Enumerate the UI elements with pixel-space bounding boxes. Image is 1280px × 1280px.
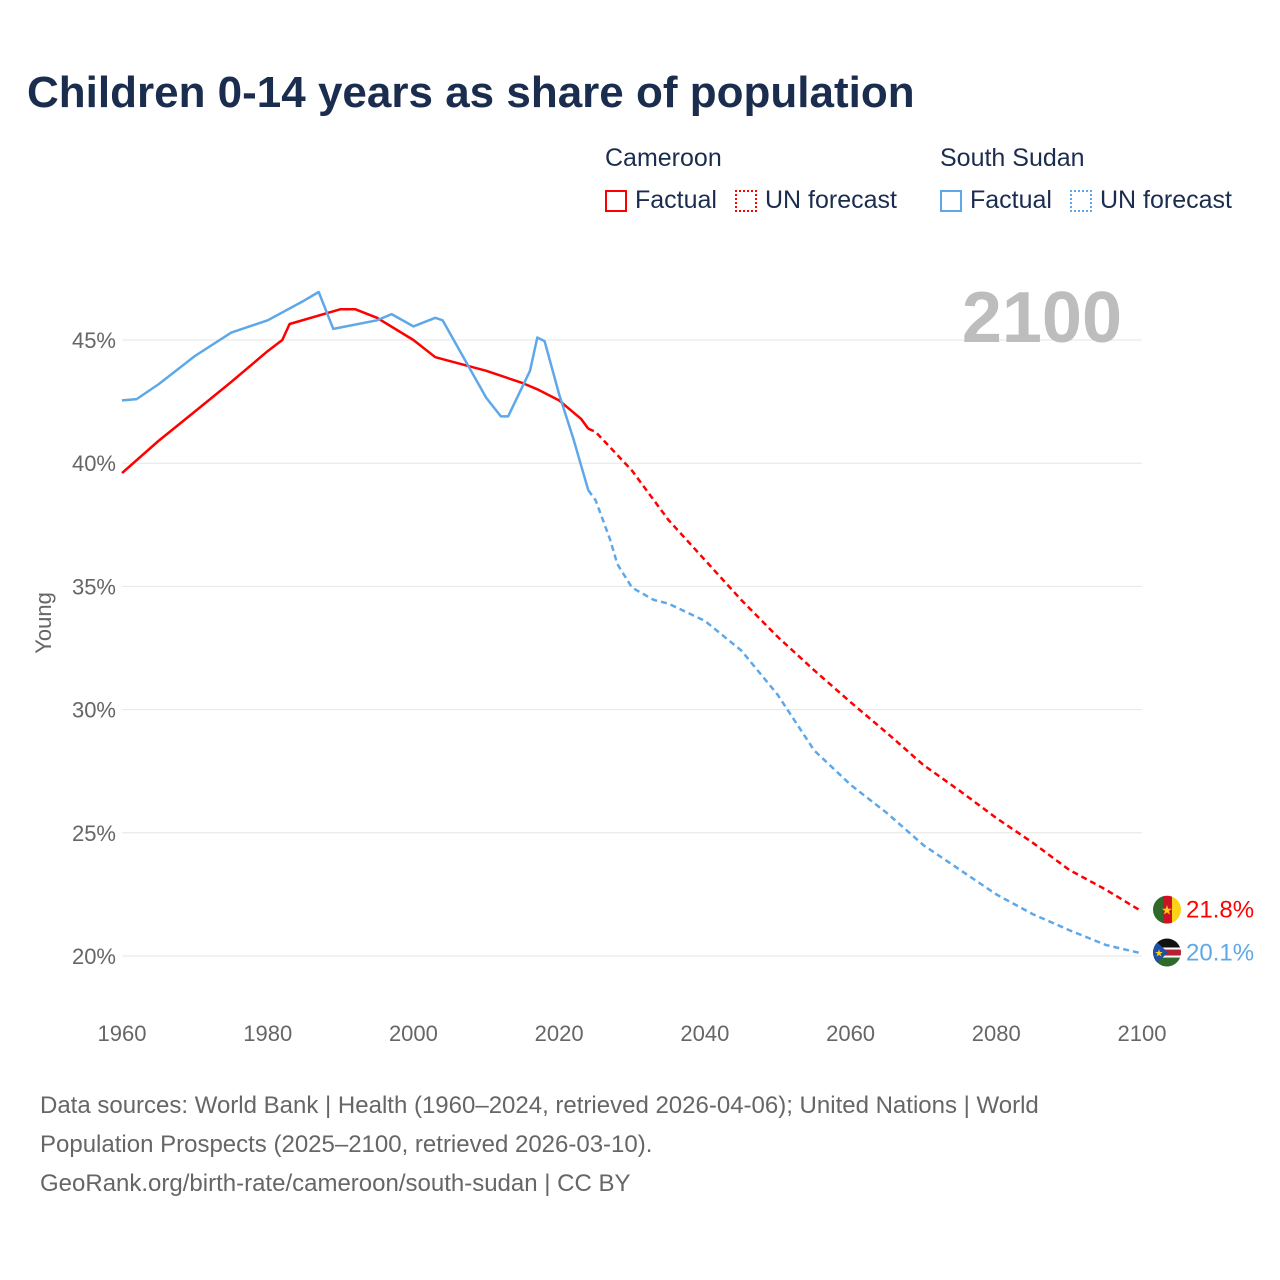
flag-triangle [1153,938,1168,967]
south-sudan-flag-icon: ★ [1153,938,1181,967]
year-overlay: 2100 [962,278,1122,358]
legend-swatch-dotted [734,189,757,212]
legend-item-forecast[interactable]: UN forecast [734,186,897,215]
legend-south-sudan: South Sudan Factual UN forecast [940,144,1250,215]
y-tick-label: 40% [72,451,116,476]
cameroon-factual-line [121,307,590,475]
legend-country-label: South Sudan [940,144,1085,172]
chart-area: 20% 25% 30% 35% 40% 45% 1960 1980 2000 2020 2040 20… [31,278,1254,1046]
legend-swatch-solid [605,189,627,212]
legend-label: UN forecast [764,186,897,214]
legend-swatch-solid [940,189,962,212]
x-tick-label: 2040 [680,1021,729,1046]
flag-body: ★ [1153,895,1181,924]
cameroon-flag-icon: ★ [1153,895,1181,924]
y-tick-label: 35% [72,574,116,599]
legend-cameroon: Cameroon Factual UN forecast [605,144,915,215]
legend-label: UN forecast [1099,186,1232,214]
flag-stripe [1153,957,1181,967]
x-tick-label: 2000 [389,1021,438,1046]
x-tick-label: 2080 [972,1021,1021,1046]
y-tick-label: 45% [72,328,116,353]
flag-stripe [1163,895,1172,924]
flag-stripe [1153,938,1181,948]
footer-sources-cont: Population Prospects (2025–2100, retriev… [40,1131,653,1158]
legend-item-forecast[interactable]: UN forecast [1069,186,1232,215]
chart-title: Children 0-14 years as share of populati… [27,68,915,117]
south-sudan-forecast-line [587,489,1143,955]
legend-label: Factual [970,186,1052,214]
x-tick-label: 1980 [243,1021,292,1046]
footer: Data sources: World Bank | Health (1960–… [40,1086,1039,1203]
legend-swatch-dotted [1069,189,1092,212]
flag-stripe [1172,895,1181,924]
cameroon-forecast-line [587,427,1143,913]
footer-link[interactable]: GeoRank.org/birth-rate/cameroon/south-su… [40,1170,631,1197]
footer-sources: Data sources: World Bank | Health (1960–… [40,1092,1039,1119]
south-sudan-end-value-label: 20.1% [1186,940,1254,967]
legend-label: Factual [635,186,717,214]
flag-star: ★ [1155,949,1164,960]
south-sudan-factual-line [121,290,590,491]
y-tick-label: 30% [72,698,116,723]
flag-stripe [1153,895,1163,924]
legend-item-factual[interactable]: Factual [605,186,717,215]
flag-star: ★ [1161,903,1173,918]
x-tick-label: 2100 [1118,1021,1167,1046]
legend-country-label: Cameroon [605,144,722,172]
flag-body: ★ [1153,938,1181,967]
x-tick-label: 2060 [826,1021,875,1046]
x-tick-label: 2020 [535,1021,584,1046]
y-axis-label: Young [31,592,56,654]
y-tick-label: 25% [72,821,116,846]
cameroon-end-value-label: 21.8% [1186,897,1254,924]
legend-item-factual[interactable]: Factual [940,186,1052,215]
x-tick-label: 1960 [98,1021,147,1046]
y-tick-label: 20% [72,944,116,969]
